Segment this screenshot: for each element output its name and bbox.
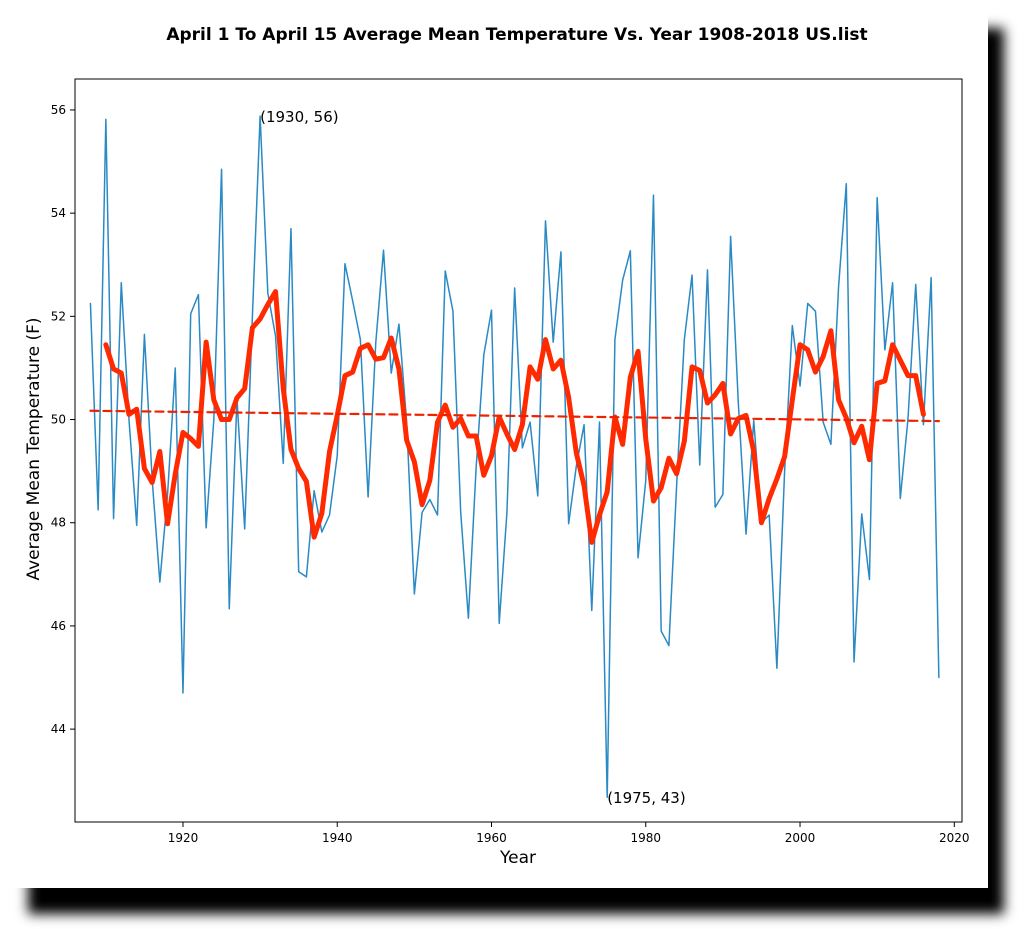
- axis-ticks: 1920 1940 1960 1980 2000 2020 44 46 48 50 52 54 56: [51, 103, 970, 845]
- y-tick-label: 44: [51, 722, 66, 736]
- trend-line: [89, 409, 940, 423]
- x-tick-label: 1960: [476, 831, 507, 845]
- y-tick-label: 46: [51, 619, 66, 633]
- x-axis-label: Year: [499, 848, 536, 868]
- x-tick-label: 2000: [785, 831, 816, 845]
- y-tick-label: 56: [51, 103, 66, 117]
- smoothed-temperature-line: [103, 289, 926, 545]
- x-tick-label: 1980: [630, 831, 661, 845]
- x-tick-label: 1940: [322, 831, 353, 845]
- y-tick-label: 54: [51, 206, 66, 220]
- chart-title: April 1 To April 15 Average Mean Tempera…: [166, 25, 867, 45]
- data-annotation: (1975, 43): [607, 789, 686, 807]
- y-tick-label: 50: [51, 413, 66, 427]
- data-annotation: (1930, 56): [260, 108, 339, 126]
- y-tick-label: 52: [51, 309, 66, 323]
- y-tick-label: 48: [51, 516, 66, 530]
- chart-card: April 1 To April 15 Average Mean Tempera…: [12, 12, 988, 888]
- raw-temperature-line: [89, 115, 940, 798]
- y-axis-label: Average Mean Temperature (F): [24, 317, 44, 580]
- line-chart: April 1 To April 15 Average Mean Tempera…: [24, 25, 970, 868]
- x-tick-label: 1920: [168, 831, 199, 845]
- x-tick-label: 2020: [939, 831, 970, 845]
- plot-frame: [74, 78, 963, 823]
- plot-area: (1930, 56) (1975, 43): [74, 78, 963, 823]
